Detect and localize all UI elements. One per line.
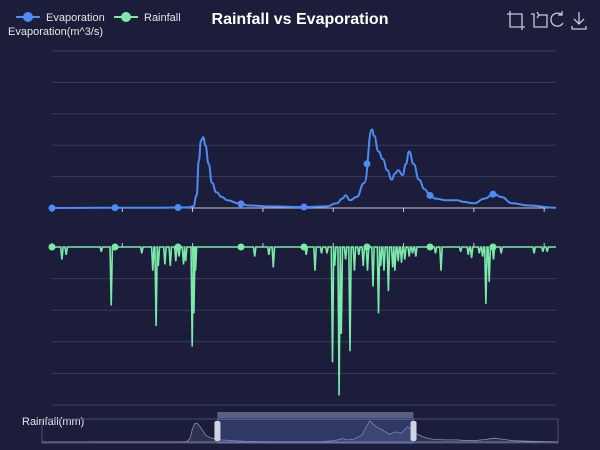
legend-marker-evaporation — [23, 12, 33, 22]
restore-icon[interactable] — [550, 11, 564, 27]
slider-right-handle[interactable] — [410, 421, 417, 441]
evaporation-marker — [48, 204, 56, 212]
evaporation-markers — [48, 160, 497, 212]
y-axis-name-rainfall: Rainfall(mm) — [22, 416, 84, 428]
evaporation-marker — [111, 204, 119, 212]
legend-item-evaporation[interactable]: Evaporation — [16, 12, 105, 24]
datazoom-slider[interactable] — [41, 412, 559, 444]
rainfall-marker — [363, 243, 371, 251]
rainfall-marker — [174, 243, 182, 251]
rainfall-series-line[interactable] — [52, 246, 556, 396]
y-axis-name-evaporation: Evaporation(m^3/s) — [8, 26, 103, 38]
legend: Evaporation Rainfall — [16, 12, 181, 24]
chart-title: Rainfall vs Evaporation — [212, 11, 389, 28]
rainfall-marker — [111, 243, 119, 251]
slider-selection[interactable] — [216, 418, 415, 444]
evaporation-marker — [426, 191, 434, 199]
rainfall-marker — [237, 243, 245, 251]
legend-item-rainfall[interactable]: Rainfall — [114, 12, 181, 24]
zoom-reset-icon[interactable] — [531, 11, 548, 28]
rainfall-marker — [489, 243, 497, 251]
rainfall-markers — [48, 243, 497, 251]
evaporation-marker — [363, 160, 371, 168]
rainfall-marker — [426, 243, 434, 251]
slider-move-handle[interactable] — [217, 412, 414, 418]
evaporation-marker — [174, 203, 182, 211]
evaporation-marker — [489, 190, 497, 198]
zoom-icon[interactable] — [507, 11, 525, 30]
evaporation-series-line[interactable] — [51, 128, 557, 209]
slider-left-handle[interactable] — [214, 421, 221, 441]
toolbox — [507, 11, 587, 30]
legend-label-evaporation: Evaporation — [46, 12, 105, 24]
evaporation-marker — [300, 203, 308, 211]
slider-preview-line — [41, 420, 559, 443]
rainfall-marker — [48, 243, 56, 251]
evaporation-marker — [237, 200, 245, 208]
legend-marker-rainfall — [121, 12, 131, 22]
save-image-icon[interactable] — [571, 12, 587, 30]
rainfall-marker — [300, 243, 308, 251]
legend-label-rainfall: Rainfall — [144, 12, 181, 24]
